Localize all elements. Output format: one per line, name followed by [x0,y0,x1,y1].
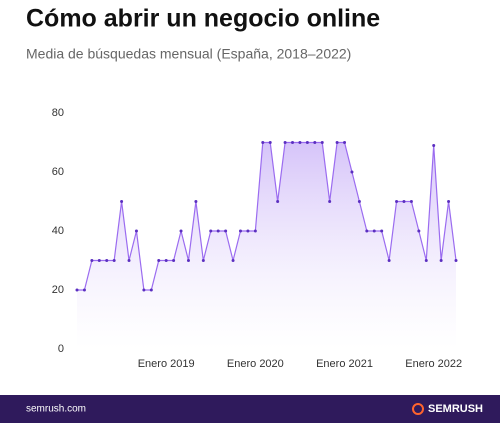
point [454,259,458,262]
point [194,200,198,203]
point [127,259,131,262]
y-tick-label: 40 [52,225,64,237]
point [424,259,428,262]
point [90,259,94,262]
point [387,259,391,262]
point [186,259,190,262]
x-tick-label: Enero 2021 [316,358,373,370]
point [417,229,421,233]
point [298,141,302,144]
point [313,141,317,144]
footer-site: semrush.com [26,404,86,415]
point [439,259,443,262]
point [157,259,161,262]
point [112,259,116,262]
point [261,141,265,144]
x-tick-label: Enero 2020 [227,358,284,370]
point [320,141,324,144]
point [335,141,339,144]
chart-subtitle: Media de búsquedas mensual (España, 2018… [26,46,351,62]
point [380,229,384,233]
point [238,229,242,233]
x-tick-label: Enero 2019 [138,358,195,370]
point [246,229,250,233]
point [350,170,354,174]
point [268,141,272,144]
footer-bar [0,395,500,423]
point [395,200,399,203]
point [134,229,138,233]
point [409,200,413,203]
point [357,200,361,203]
point [372,229,376,233]
point [283,141,287,144]
y-tick-label: 60 [52,166,64,178]
point [343,141,347,144]
y-tick-label: 20 [52,284,64,296]
point [142,288,146,292]
point [120,200,124,203]
point [209,229,213,233]
point [105,259,109,262]
point [164,259,168,262]
point [291,141,295,144]
point [82,288,86,292]
footer-brand: SEMRUSH [428,403,483,415]
point [149,288,153,292]
y-tick-label: 80 [52,107,64,119]
point [179,229,183,233]
point [447,200,451,203]
point [253,229,257,233]
point [224,229,228,233]
point [75,288,79,292]
line [77,141,457,291]
point [432,143,436,147]
point [276,200,280,203]
y-tick-label: 0 [58,343,64,355]
point [365,229,369,233]
point [231,259,235,262]
area [77,142,456,349]
point [402,200,406,203]
brand-icon [412,403,424,415]
point [172,259,176,262]
chart-title: Cómo abrir un negocio online [26,5,380,33]
point [201,259,205,262]
point [216,229,220,233]
x-tick-label: Enero 2022 [405,358,462,370]
point [328,200,332,203]
point [97,259,101,262]
point [305,141,309,144]
